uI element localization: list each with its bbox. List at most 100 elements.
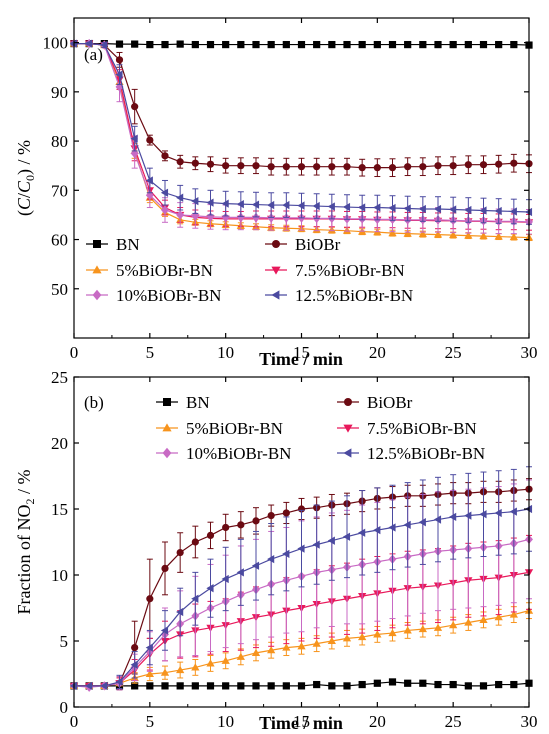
data-point <box>509 610 518 618</box>
data-point <box>252 682 260 690</box>
data-point <box>267 682 275 690</box>
series-BN <box>70 678 533 690</box>
data-point <box>267 646 276 654</box>
data-point <box>115 70 123 79</box>
legend-item: BN <box>156 393 210 412</box>
data-point <box>449 512 457 522</box>
data-point <box>176 210 185 220</box>
data-point <box>510 680 518 689</box>
data-point <box>449 40 457 49</box>
data-point <box>312 201 320 211</box>
data-point <box>191 538 199 546</box>
legend-marker <box>343 424 353 433</box>
data-point <box>251 648 261 656</box>
data-point <box>206 682 215 690</box>
x-tick-label: 5 <box>146 712 155 731</box>
x-tick-label: 20 <box>369 343 386 362</box>
y-tick-label: 100 <box>43 34 69 53</box>
y-tick-label: 90 <box>51 83 68 102</box>
data-point <box>509 507 517 516</box>
data-point <box>312 639 321 647</box>
data-point <box>433 204 442 214</box>
y-tick-label: 0 <box>60 698 69 717</box>
data-point <box>145 669 154 678</box>
data-point <box>282 549 290 559</box>
data-point <box>222 162 230 170</box>
data-point <box>418 204 426 214</box>
data-point <box>479 40 488 49</box>
data-point <box>252 517 260 525</box>
data-point <box>222 523 230 532</box>
panel-a-legend: BN BiOBr 5%BiOBr-BN 7.5%BiOBr-BN 10%BiOBr-BN… <box>86 235 413 305</box>
data-point <box>373 525 381 535</box>
data-point <box>267 40 275 49</box>
data-point <box>449 205 457 214</box>
data-point <box>221 212 230 223</box>
panel-a-plot-area <box>69 38 534 242</box>
data-point <box>297 201 305 210</box>
data-point <box>100 681 108 691</box>
data-point <box>388 40 397 49</box>
y-tick-label: 15 <box>51 500 68 519</box>
data-point <box>191 159 199 167</box>
data-point <box>343 682 351 690</box>
data-point <box>236 652 245 660</box>
legend-marker <box>271 290 280 300</box>
data-point <box>115 40 124 48</box>
data-point <box>191 40 199 49</box>
data-point <box>100 40 108 50</box>
data-point <box>282 643 291 651</box>
data-point <box>343 40 351 49</box>
data-point <box>358 680 366 689</box>
data-point <box>176 607 184 617</box>
data-point <box>494 508 502 518</box>
data-point <box>388 628 397 637</box>
legend-marker <box>92 289 102 301</box>
panel-a: 0 5 10 15 20 25 30 50 60 70 80 90 100 (a) Time / min… <box>14 17 538 369</box>
panel-a-ylabel-open: ( <box>14 210 35 216</box>
panel-b-ticks: 0 5 10 15 20 25 30 0 5 10 15 20 25 <box>51 368 538 731</box>
data-point <box>373 630 382 638</box>
data-point <box>282 509 290 517</box>
y-tick-label: 60 <box>51 231 68 250</box>
data-point <box>403 204 411 213</box>
data-point <box>404 40 412 49</box>
data-point <box>85 681 93 691</box>
x-tick-label: 25 <box>445 343 462 362</box>
data-point <box>176 158 184 166</box>
data-point <box>464 161 472 169</box>
data-point <box>297 682 306 690</box>
panel-a-ylabel-c: C <box>14 197 34 210</box>
data-point <box>206 584 214 593</box>
data-point <box>176 682 184 690</box>
data-point <box>419 163 427 171</box>
legend-item: 7.5%BiOBr-BN <box>265 261 405 280</box>
panel-b-ylabel: Fraction of NO2 / % <box>14 470 37 615</box>
legend-label: BN <box>186 393 210 412</box>
legend-marker <box>162 423 172 432</box>
data-point <box>161 564 169 573</box>
data-point <box>388 228 397 237</box>
y-tick-label: 70 <box>51 181 68 200</box>
data-point <box>464 231 473 239</box>
data-point <box>388 203 396 213</box>
data-point <box>434 680 442 689</box>
legend-marker <box>93 240 101 248</box>
data-point <box>145 643 153 652</box>
data-point <box>237 682 245 690</box>
data-point <box>494 613 503 621</box>
data-point <box>206 212 215 222</box>
legend-label: BN <box>116 235 140 254</box>
data-point <box>221 656 230 664</box>
data-point <box>312 540 320 549</box>
data-point <box>509 232 518 241</box>
data-point <box>282 163 290 171</box>
legend-marker <box>272 240 280 248</box>
legend-label: 10%BiOBr-BN <box>116 286 221 305</box>
data-point <box>313 163 321 171</box>
panel-a-ylabel-c0: C <box>14 180 34 193</box>
data-point <box>418 518 426 527</box>
data-point <box>267 555 275 564</box>
data-point <box>464 618 473 626</box>
legend-marker <box>162 447 172 459</box>
